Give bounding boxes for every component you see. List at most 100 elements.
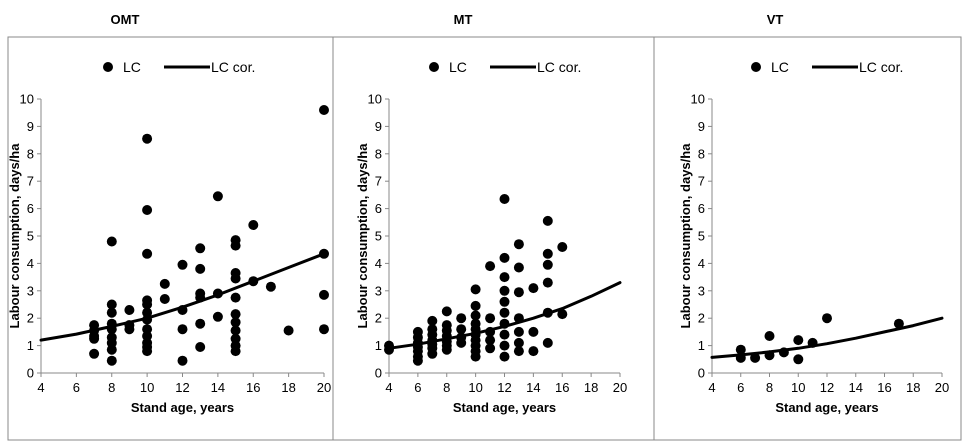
lc-point — [427, 348, 438, 359]
y-tick-label: 6 — [27, 201, 34, 216]
y-tick-label: 4 — [698, 256, 705, 271]
lc-point — [485, 261, 496, 272]
lc-point — [485, 313, 496, 324]
x-tick-label: 6 — [737, 380, 744, 395]
lc-point — [159, 294, 170, 304]
lc-point — [470, 284, 481, 295]
x-tick-label: 20 — [613, 380, 627, 395]
legend-marker-lc — [751, 62, 761, 72]
lc-point — [499, 307, 510, 318]
lc-point — [195, 342, 206, 352]
lc-point — [142, 346, 153, 357]
x-tick-label: 16 — [555, 380, 569, 395]
lc-point — [230, 273, 241, 284]
x-tick-label: 14 — [211, 380, 225, 395]
lc-point — [177, 259, 188, 270]
lc-point — [542, 248, 553, 259]
x-tick-label: 10 — [791, 380, 805, 395]
lc-cor-line — [387, 281, 622, 350]
y-tick-label: 7 — [375, 174, 382, 189]
y-tick-label: 8 — [698, 146, 705, 161]
lc-point — [793, 335, 804, 346]
x-tick-label: 12 — [497, 380, 511, 395]
lc-point — [513, 346, 524, 357]
y-axis-label: Labour consumption, days/ha — [7, 143, 22, 329]
lc-cor-line — [39, 252, 326, 342]
lc-point — [499, 329, 510, 340]
lc-point — [750, 352, 761, 363]
lc-point — [542, 215, 553, 226]
x-axis-label: Stand age, years — [453, 400, 556, 415]
y-tick-label: 8 — [375, 146, 382, 161]
lc-point — [319, 324, 329, 335]
lc-point — [319, 289, 329, 300]
lc-point — [822, 313, 832, 324]
lc-point — [499, 296, 510, 307]
lc-point — [230, 292, 241, 303]
lc-point — [230, 325, 241, 336]
lc-point — [142, 248, 153, 259]
y-tick-label: 6 — [698, 201, 705, 216]
lc-point — [427, 315, 438, 326]
lc-point — [106, 236, 117, 247]
x-tick-label: 6 — [414, 380, 421, 395]
y-tick-label: 0 — [375, 366, 382, 381]
lc-point — [470, 300, 481, 311]
legend-label-lc-cor: LC cor. — [211, 59, 255, 75]
x-tick-label: 8 — [443, 380, 450, 395]
lc-point — [283, 325, 294, 336]
lc-point — [485, 335, 496, 346]
lc-point — [528, 283, 539, 294]
y-tick-label: 3 — [698, 283, 705, 298]
lc-point — [456, 337, 467, 348]
lc-point — [89, 333, 100, 344]
chart-title: VT — [767, 12, 784, 27]
lc-point — [142, 307, 153, 318]
lc-point — [195, 263, 206, 274]
y-tick-label: 4 — [27, 256, 34, 271]
y-tick-label: 9 — [698, 119, 705, 134]
x-tick-label: 10 — [468, 380, 482, 395]
legend-marker-lc — [429, 62, 439, 72]
lc-point — [265, 281, 276, 292]
lc-point — [195, 243, 206, 254]
legend-label-lc-cor: LC cor. — [859, 59, 903, 75]
y-tick-label: 9 — [375, 119, 382, 134]
lc-point — [142, 299, 153, 310]
y-tick-label: 10 — [20, 92, 34, 107]
x-tick-label: 12 — [820, 380, 834, 395]
lc-point — [230, 240, 241, 251]
lc-point — [542, 277, 553, 288]
y-tick-label: 5 — [375, 229, 382, 244]
lc-point — [513, 239, 524, 250]
lc-point — [528, 326, 539, 337]
legend: LC LC cor. — [429, 59, 581, 75]
legend-label-lc: LC — [771, 59, 789, 75]
lc-point — [177, 355, 188, 366]
lc-point — [893, 318, 904, 329]
y-tick-label: 1 — [27, 338, 34, 353]
y-axis-label: Labour consumption, days/ha — [678, 143, 693, 329]
x-tick-label: 10 — [140, 380, 154, 395]
x-tick-label: 4 — [385, 380, 392, 395]
legend-marker-lc — [103, 62, 113, 72]
y-tick-label: 3 — [27, 283, 34, 298]
x-tick-label: 4 — [37, 380, 44, 395]
lc-point — [142, 133, 153, 144]
legend: LC LC cor. — [103, 59, 255, 75]
x-tick-label: 20 — [935, 380, 949, 395]
lc-point — [230, 346, 241, 357]
x-tick-label: 14 — [849, 380, 863, 395]
lc-point — [142, 205, 153, 215]
y-tick-label: 5 — [698, 229, 705, 244]
x-tick-label: 6 — [73, 380, 80, 395]
lc-point — [106, 355, 117, 366]
y-tick-label: 0 — [698, 366, 705, 381]
x-tick-label: 20 — [317, 380, 331, 395]
lc-point — [124, 324, 135, 335]
y-tick-label: 4 — [375, 256, 382, 271]
lc-point — [248, 220, 259, 230]
lc-point — [499, 351, 510, 362]
